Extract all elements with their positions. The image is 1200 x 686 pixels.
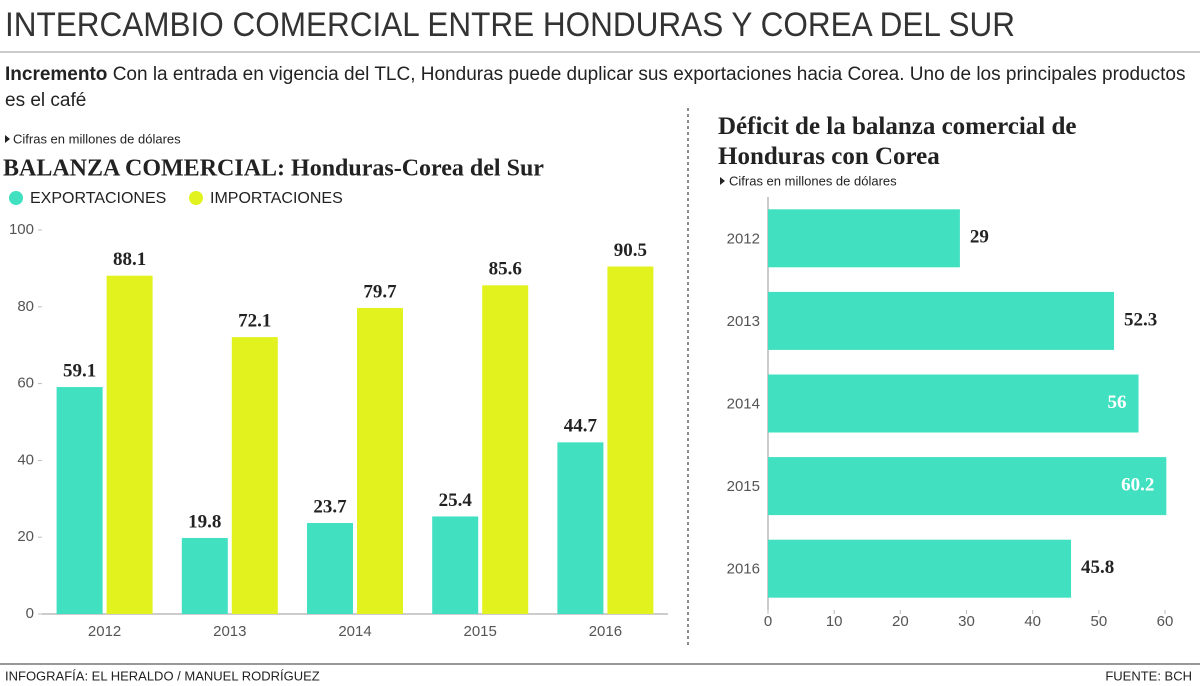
y-tick-label: 2012	[727, 230, 760, 247]
y-tick-label: 2013	[727, 313, 760, 330]
chart-title: BALANZA COMERCIAL: Honduras-Corea del Su…	[3, 156, 544, 182]
y-tick-label: 80	[17, 298, 34, 315]
value-label: 60.2	[1121, 474, 1154, 495]
value-label: 25.4	[439, 490, 473, 511]
legend-swatch	[9, 191, 23, 205]
value-label: 59.1	[63, 360, 96, 381]
bar	[482, 285, 529, 614]
value-label: 29	[970, 227, 989, 248]
value-label: 23.7	[313, 496, 347, 517]
legend-label: IMPORTACIONES	[210, 190, 343, 207]
lead-text: Con la entrada en vigencia del TLC, Hond…	[5, 64, 1186, 111]
note: Cifras en millones de dólares	[13, 131, 181, 146]
y-tick-label: 0	[26, 605, 34, 622]
y-tick-label: 20	[17, 528, 34, 545]
legend-swatch	[189, 191, 203, 205]
y-tick-label: 2015	[727, 478, 760, 495]
x-tick-label: 10	[826, 613, 843, 630]
bar	[432, 516, 479, 614]
bar	[768, 539, 1072, 598]
value-label: 52.3	[1124, 309, 1157, 330]
bar	[231, 337, 278, 614]
y-tick-label: 2014	[727, 395, 760, 412]
x-tick-label: 2015	[464, 623, 497, 640]
bar	[357, 307, 403, 614]
x-tick-label: 2014	[338, 623, 371, 640]
y-tick-label: 40	[17, 451, 34, 468]
note-marker	[5, 135, 10, 143]
bar	[768, 374, 1139, 433]
page-title: INTERCAMBIO COMERCIAL ENTRE HONDURAS Y C…	[5, 6, 1015, 44]
bar	[106, 275, 153, 614]
lead-label: Incremento	[5, 64, 108, 85]
y-tick-label: 2016	[727, 561, 760, 578]
y-tick-label: 60	[17, 375, 34, 392]
x-tick-label: 2013	[213, 623, 246, 640]
lead: Incremento Con la entrada en vigencia de…	[5, 62, 1195, 114]
note: Cifras en millones de dólares	[729, 173, 897, 188]
value-label: 90.5	[614, 240, 647, 261]
bar	[768, 457, 1167, 516]
source: FUENTE: BCH	[1105, 668, 1192, 683]
y-tick-label: 100	[9, 221, 34, 238]
x-tick-label: 2016	[589, 623, 622, 640]
legend-label: EXPORTACIONES	[30, 190, 166, 207]
bar	[768, 209, 960, 268]
bar	[56, 387, 103, 614]
x-tick-label: 20	[892, 613, 909, 630]
bar	[557, 442, 604, 614]
x-tick-label: 30	[958, 613, 975, 630]
x-tick-label: 2012	[88, 623, 121, 640]
x-tick-label: 60	[1157, 613, 1174, 630]
value-label: 88.1	[113, 249, 146, 270]
credit: INFOGRAFÍA: EL HERALDO / MANUEL RODRÍGUE…	[5, 668, 320, 683]
value-label: 44.7	[564, 416, 598, 437]
value-label: 85.6	[489, 259, 522, 280]
x-tick-label: 50	[1090, 613, 1107, 630]
value-label: 56	[1108, 392, 1127, 413]
bar	[768, 291, 1115, 350]
value-label: 19.8	[188, 511, 221, 532]
bar	[181, 537, 228, 614]
bar	[607, 266, 654, 614]
note-marker	[720, 177, 725, 185]
x-tick-label: 0	[764, 613, 772, 630]
value-label: 45.8	[1081, 557, 1114, 578]
x-tick-label: 40	[1024, 613, 1041, 630]
value-label: 72.1	[238, 310, 271, 331]
bar	[307, 522, 353, 614]
chart-title: Déficit de la balanza comercial de Hondu…	[718, 113, 1077, 170]
value-label: 79.7	[363, 281, 397, 302]
